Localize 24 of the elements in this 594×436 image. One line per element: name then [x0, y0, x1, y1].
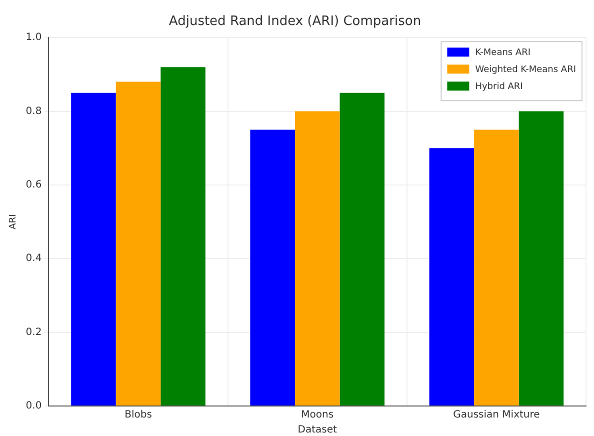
- bar: [250, 130, 295, 406]
- chart-title: Adjusted Rand Index (ARI) Comparison: [168, 14, 422, 30]
- y-axis-title: ARI: [8, 214, 19, 230]
- y-tick-label: 0.8: [26, 106, 42, 117]
- y-tick-label: 0.6: [26, 180, 42, 191]
- bar: [518, 111, 564, 406]
- legend-label: K-Means ARI: [475, 48, 531, 58]
- bar: [160, 67, 206, 406]
- y-tick-label: 1.0: [26, 32, 42, 44]
- bar: [116, 82, 161, 406]
- x-tick-label: Moons: [301, 410, 334, 421]
- x-tick-label: Blobs: [124, 410, 152, 421]
- legend-label: Weighted K-Means ARI: [475, 64, 576, 75]
- legend-label: Hybrid ARI: [475, 82, 523, 92]
- y-tick-label: 0.2: [26, 326, 42, 338]
- y-tick-label: 0.4: [26, 253, 42, 264]
- bar: [71, 92, 116, 406]
- y-tick-label: 0.0: [26, 400, 42, 412]
- bar: [429, 148, 474, 406]
- bar: [474, 130, 519, 406]
- bar: [294, 111, 340, 406]
- x-axis-title: Dataset: [298, 424, 338, 436]
- x-tick-label: Gaussian Mixture: [453, 410, 540, 421]
- bar: [340, 92, 385, 406]
